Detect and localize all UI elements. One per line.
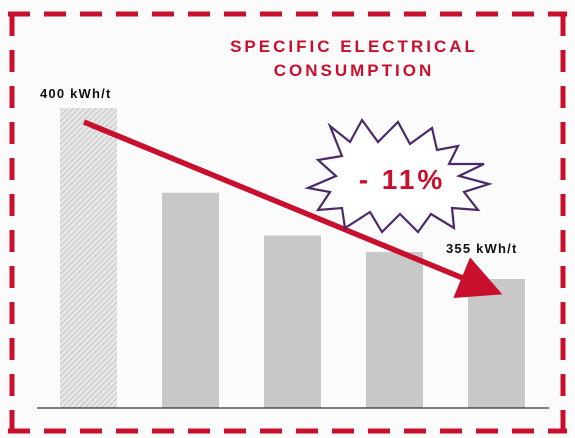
bar-5	[468, 279, 525, 408]
trend-arrow	[82, 119, 503, 298]
reduction-label: - 11%	[359, 164, 446, 195]
bar-3	[264, 235, 321, 408]
bar-1	[60, 108, 117, 408]
chart-title-line-2: CONSUMPTION	[274, 61, 435, 80]
first-bar-label: 400 kWh/t	[40, 86, 111, 101]
dashed-frame	[8, 11, 567, 434]
last-bar-label: 355 kWh/t	[446, 241, 517, 256]
bars-group	[60, 108, 525, 408]
chart-title-line-1: SPECIFIC ELECTRICAL	[230, 37, 478, 56]
bar-4	[366, 252, 423, 408]
bar-2	[162, 192, 219, 408]
starburst-shape	[304, 117, 493, 234]
